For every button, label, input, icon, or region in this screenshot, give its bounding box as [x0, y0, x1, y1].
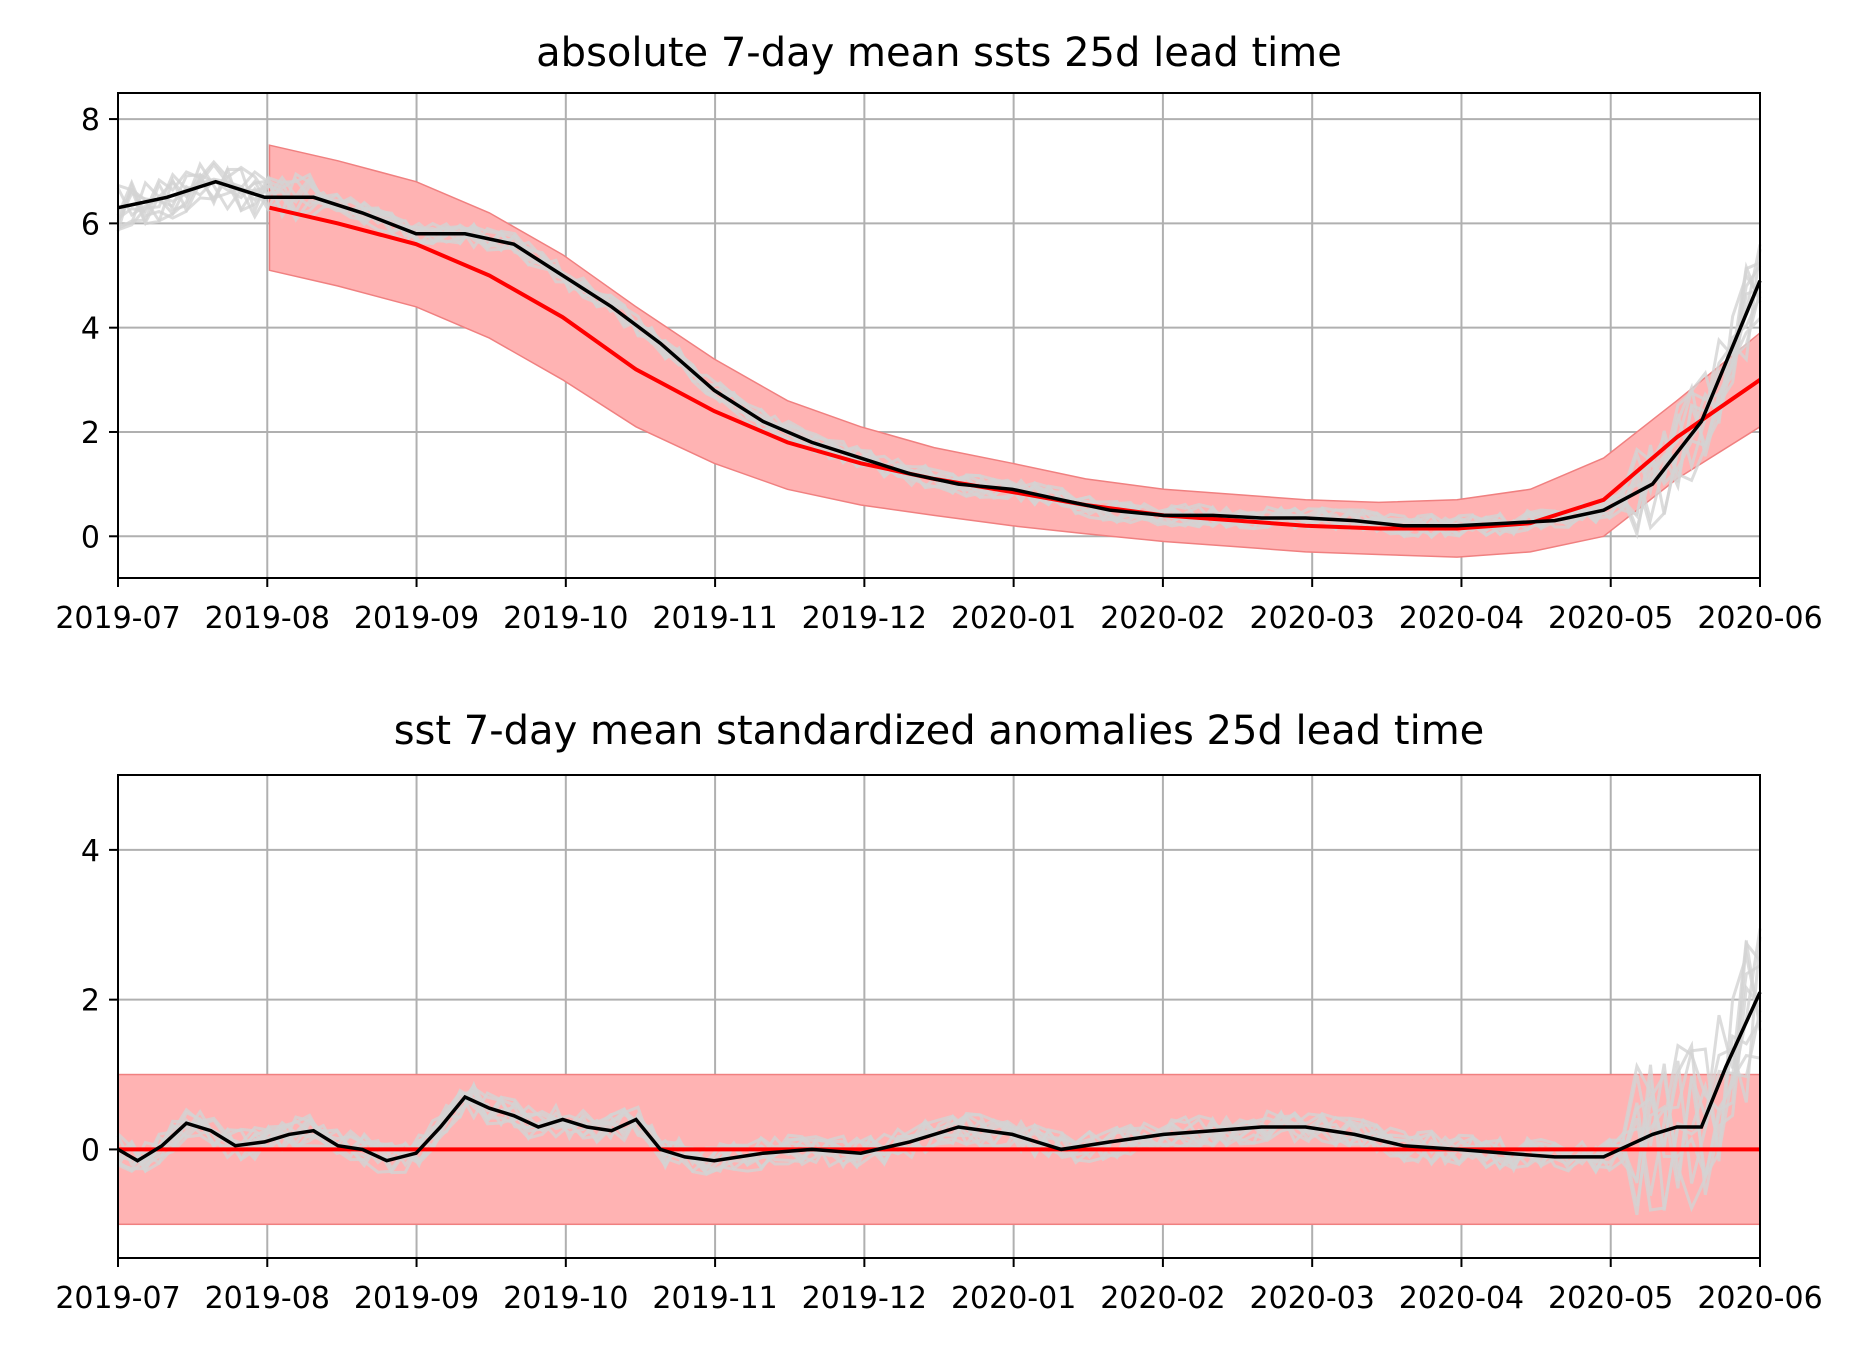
y-tick-label: 0 [81, 520, 100, 555]
chart-panel-absolute-ssts: 2019-07 2019-08 2019-09 2019-10 2019-11 2019-… [55, 30, 1822, 636]
y-tick-label: 0 [81, 1133, 100, 1168]
ensemble-member-line [117, 939, 1762, 1196]
ensemble-member-line [116, 162, 1762, 539]
x-tick-label: 2020-04 [1399, 1281, 1524, 1316]
x-tick-label: 2019-08 [205, 1281, 330, 1316]
x-tick-label: 2019-11 [652, 601, 777, 636]
x-tick-label: 2020-05 [1548, 1281, 1673, 1316]
x-tick-label: 2020-05 [1548, 601, 1673, 636]
x-tick-label: 2019-07 [55, 601, 180, 636]
climatology-line [269, 205, 1762, 531]
x-tick-label: 2020-06 [1697, 601, 1822, 636]
chart-title: sst 7-day mean standardized anomalies 25… [394, 708, 1485, 754]
y-tick-label: 2 [81, 984, 100, 1019]
chart-panel-standardized-anomalies: 2019-07 2019-08 2019-09 2019-10 2019-11 2019-… [55, 708, 1822, 1316]
chart-title: absolute 7-day mean ssts 25d lead time [536, 30, 1342, 76]
plot-frame [117, 92, 1761, 579]
ensemble-member-line [116, 936, 1762, 1182]
x-tick-label: 2020-03 [1250, 1281, 1375, 1316]
x-tick-label: 2020-06 [1697, 1281, 1822, 1316]
y-tick-label: 4 [81, 834, 100, 869]
x-tick-label: 2019-10 [503, 1281, 628, 1316]
x-tick-label: 2019-12 [802, 601, 927, 636]
x-tick-label: 2020-04 [1399, 601, 1524, 636]
x-tick-label: 2020-02 [1100, 601, 1225, 636]
x-tick-label: 2019-07 [55, 1281, 180, 1316]
x-tick-label: 2019-11 [652, 1281, 777, 1316]
x-tick-label: 2019-08 [205, 601, 330, 636]
observed-line [117, 179, 1762, 528]
x-tick-label: 2019-09 [354, 601, 479, 636]
y-tick-label: 6 [81, 207, 100, 242]
x-tick-label: 2019-12 [802, 1281, 927, 1316]
x-tick-label: 2020-01 [951, 601, 1076, 636]
x-tick-label: 2020-03 [1250, 601, 1375, 636]
y-tick-label: 2 [81, 416, 100, 451]
y-tick-label: 8 [81, 103, 100, 138]
plot-frame [117, 774, 1761, 1259]
x-tick-label: 2019-09 [354, 1281, 479, 1316]
y-tick-label: 4 [81, 312, 100, 347]
x-tick-label: 2020-02 [1100, 1281, 1225, 1316]
x-tick-label: 2020-01 [951, 1281, 1076, 1316]
ensemble-member-line [116, 983, 1762, 1196]
observed-line [117, 991, 1762, 1163]
x-tick-label: 2019-10 [503, 601, 628, 636]
ensemble-member-line [116, 172, 1761, 540]
